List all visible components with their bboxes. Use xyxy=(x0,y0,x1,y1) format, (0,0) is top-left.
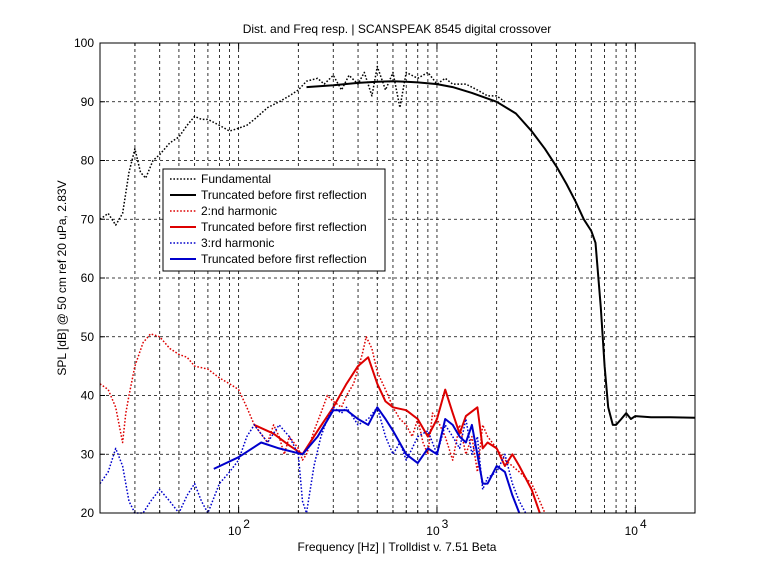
grid-lines xyxy=(100,43,695,513)
x-ticks: 10 2 10 3 10 4 xyxy=(134,43,647,538)
x-tick-exponent: 3 xyxy=(442,517,449,531)
legend-label-5: 3:rd harmonic xyxy=(201,236,274,250)
series-line-6 xyxy=(213,406,521,514)
y-tick-label: 40 xyxy=(81,389,95,403)
x-axis-label: Frequency [Hz] | Trolldist v. 7.51 Beta xyxy=(298,540,497,554)
x-tick-label: 10 xyxy=(426,524,440,538)
legend-label-3: 2:nd harmonic xyxy=(201,204,277,218)
legend-label-4: Truncated before first reflection xyxy=(201,220,367,234)
y-axis-label: SPL [dB] @ 50 cm ref 20 uPa, 2.83V xyxy=(55,180,69,375)
x-tick-exponent: 4 xyxy=(640,517,647,531)
y-tick-label: 80 xyxy=(81,154,95,168)
y-ticks: 20 30 40 50 60 70 80 90 100 xyxy=(74,36,695,520)
x-tick-exponent: 2 xyxy=(243,517,250,531)
series-line-5 xyxy=(99,406,527,514)
legend-box xyxy=(162,168,386,272)
series-line-1 xyxy=(99,65,506,226)
y-tick-label: 70 xyxy=(81,212,95,226)
legend-label-1: Fundamental xyxy=(201,172,271,186)
y-tick-label: 30 xyxy=(81,447,95,461)
y-tick-label: 100 xyxy=(74,36,94,50)
y-tick-label: 50 xyxy=(81,330,95,344)
y-tick-label: 60 xyxy=(81,271,95,285)
x-tick-label: 10 xyxy=(228,524,242,538)
y-tick-label: 20 xyxy=(81,506,95,520)
series-line-4 xyxy=(253,356,541,514)
y-tick-label: 90 xyxy=(81,95,95,109)
series-line-2 xyxy=(306,80,696,426)
plot-background xyxy=(100,43,695,513)
series-line-3 xyxy=(99,333,546,514)
x-tick-label: 10 xyxy=(625,524,639,538)
legend-label-2: Truncated before first reflection xyxy=(201,188,367,202)
legend: Fundamental Truncated before first reflec… xyxy=(162,168,386,272)
legend-label-6: Truncated before first reflection xyxy=(201,252,367,266)
chart-title: Dist. and Freq resp. | SCANSPEAK 8545 di… xyxy=(243,22,552,36)
series-lines xyxy=(99,65,696,514)
